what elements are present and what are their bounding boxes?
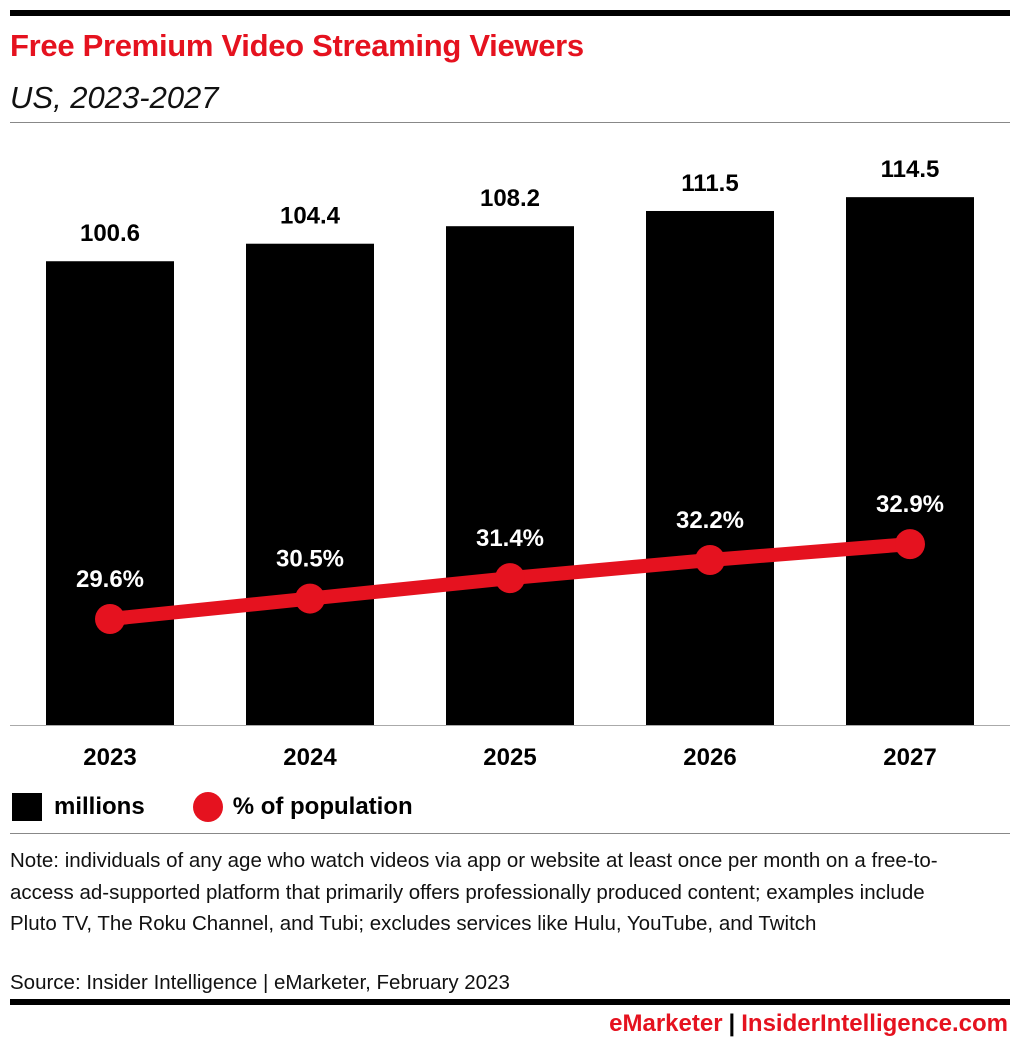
percent-value-label: 32.2% bbox=[676, 507, 744, 534]
percent-point bbox=[895, 529, 925, 560]
chart-title: Free Premium Video Streaming Viewers bbox=[10, 28, 584, 63]
x-tick-label: 2025 bbox=[483, 744, 536, 771]
bar-value-label: 100.6 bbox=[80, 220, 140, 247]
x-tick-label: 2027 bbox=[883, 744, 936, 771]
percent-point bbox=[695, 544, 725, 575]
brand-insider-intelligence: InsiderIntelligence.com bbox=[741, 1010, 1008, 1037]
bar-2027 bbox=[846, 197, 974, 725]
x-tick-label: 2024 bbox=[283, 744, 337, 771]
bar-2025 bbox=[446, 226, 574, 725]
footer-separator: | bbox=[728, 1010, 736, 1037]
source: Source: Insider Intelligence | eMarketer… bbox=[10, 971, 510, 994]
percent-value-label: 29.6% bbox=[76, 566, 144, 593]
bar-value-label: 114.5 bbox=[881, 156, 940, 183]
percent-point bbox=[95, 604, 125, 634]
bottom-border bbox=[10, 999, 1010, 1005]
chart-area: 100.6 2023 104.4 2024 108.2 2025 111.5 2026 114.… bbox=[10, 156, 1010, 771]
bar-value-label: 104.4 bbox=[280, 203, 341, 230]
top-border bbox=[10, 10, 1010, 16]
percent-point bbox=[495, 563, 525, 594]
x-tick-label: 2026 bbox=[683, 744, 736, 771]
legend-line-swatch bbox=[192, 792, 223, 822]
bar-2023 bbox=[46, 261, 174, 725]
bar-2024 bbox=[246, 243, 374, 725]
legend-bar-swatch bbox=[12, 793, 42, 821]
bar-value-label: 108.2 bbox=[480, 185, 540, 212]
bar-2026 bbox=[646, 210, 774, 726]
percent-point bbox=[295, 583, 325, 614]
chart-subtitle: US, 2023-2027 bbox=[10, 80, 219, 115]
x-tick-label: 2023 bbox=[83, 744, 136, 771]
legend-label-millions: millions bbox=[54, 793, 145, 820]
divider bbox=[10, 122, 1010, 123]
footer: eMarketer | InsiderIntelligence.com bbox=[609, 1010, 1008, 1038]
brand-emarketer: eMarketer bbox=[609, 1010, 723, 1037]
bar-value-label: 111.5 bbox=[681, 170, 738, 197]
legend-label-percent: % of population bbox=[232, 793, 413, 820]
percent-value-label: 30.5% bbox=[276, 546, 344, 573]
divider bbox=[10, 833, 1010, 834]
legend: millions % of population bbox=[12, 792, 413, 822]
percent-value-label: 32.9% bbox=[876, 491, 944, 518]
percent-value-label: 31.4% bbox=[476, 525, 544, 552]
note: Note: individuals of any age who watch v… bbox=[10, 849, 938, 935]
